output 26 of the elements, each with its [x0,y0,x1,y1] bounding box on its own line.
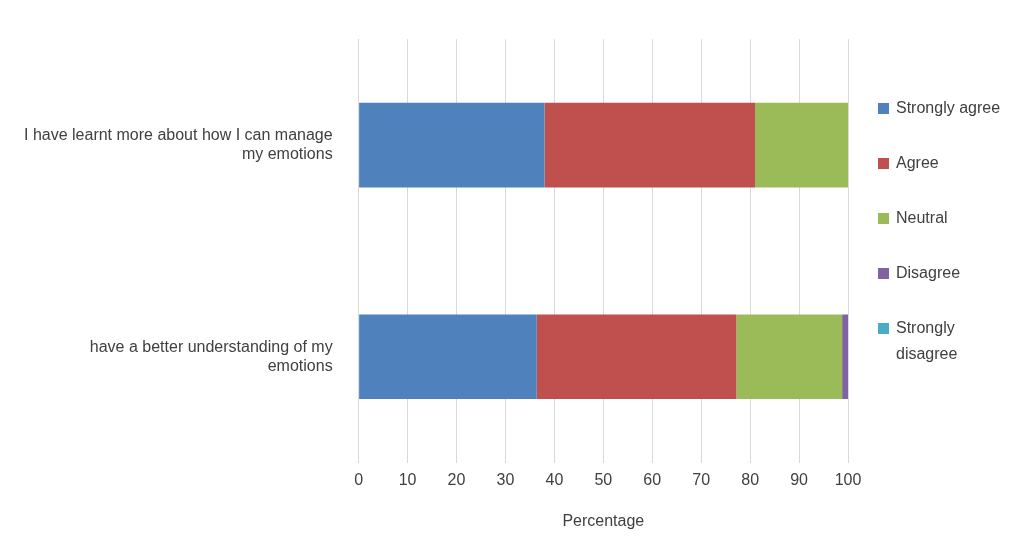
bar [736,314,843,400]
legend-label: Strongly agree [896,98,1001,118]
x-tick-label: 70 [692,470,711,488]
x-tick-label: 10 [398,470,417,488]
legend-label: Neutral [896,208,948,228]
x-tick-label: 60 [643,470,662,488]
legend-label: Agree [896,153,939,173]
x-axis-title: Percentage [562,511,645,529]
bar [842,314,848,400]
x-tick-label: 50 [594,470,613,488]
x-tick-label: 80 [741,470,760,488]
x-tick-label: 90 [790,470,809,488]
x-tick-label: 20 [447,470,466,488]
x-tick-label: 40 [545,470,564,488]
x-tick-label: 30 [496,470,515,488]
bar [359,102,545,188]
y-tick-label: have a better understanding of my emotions [89,337,333,374]
legend-label: Disagree [896,263,961,283]
legend-label: Strongly disagree [896,318,959,364]
bar [359,314,537,400]
bar [544,102,756,188]
y-tick-label: I have learnt more about how I can manage my emotions [23,125,333,163]
x-tick-label: 0 [354,470,364,488]
x-tick-label: 100 [834,470,862,488]
bar [755,102,848,188]
bar [536,314,737,400]
